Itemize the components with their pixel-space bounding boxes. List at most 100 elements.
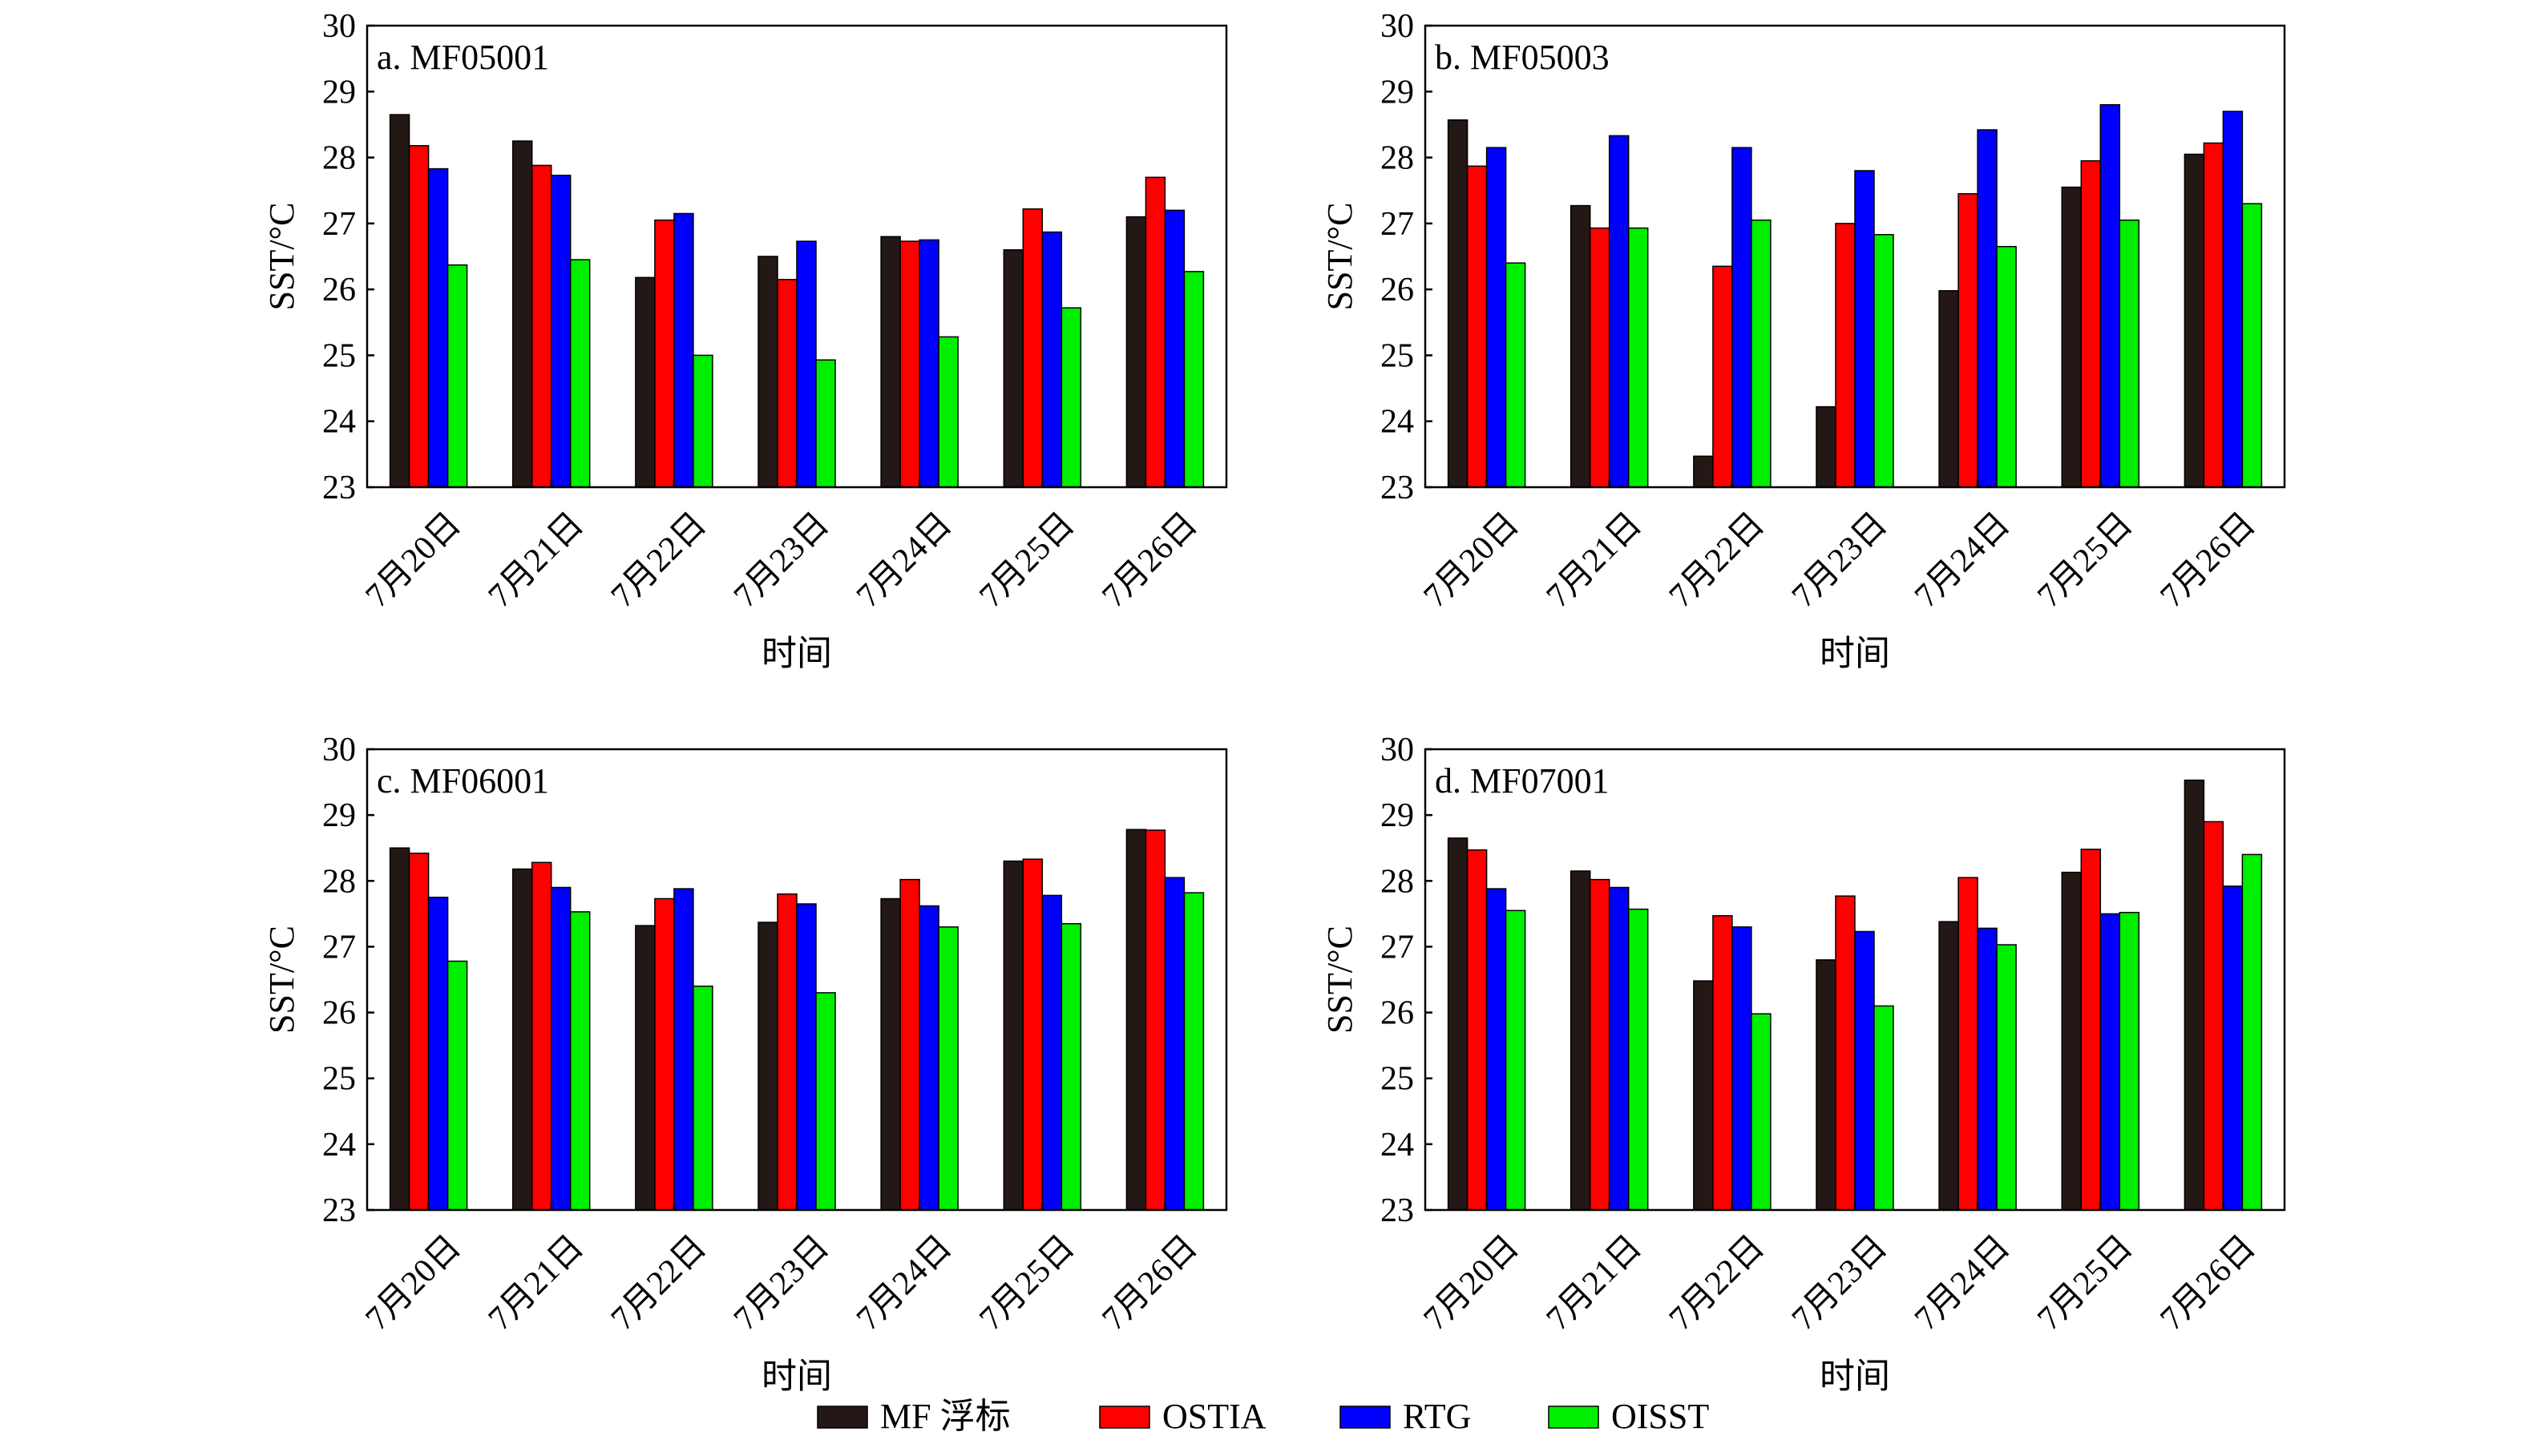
x-tick-label: 7月26日: [2153, 1228, 2262, 1337]
bar-1-5-1: [880, 236, 901, 488]
y-tick-label: 29: [1380, 797, 1414, 834]
bar-4-2-2: [1589, 878, 1610, 1211]
y-tick-label: 23: [1380, 1192, 1414, 1229]
bar-1-5-4: [938, 336, 959, 488]
y-tick-label: 26: [322, 272, 356, 309]
bar-1-2-3: [550, 175, 572, 488]
x-tick-label: 7月20日: [1417, 506, 1526, 615]
bar-2-1-2: [1466, 165, 1488, 488]
y-tick-label: 25: [1380, 1061, 1414, 1098]
bar-2-5-4: [1996, 245, 2017, 488]
bar-1-2-1: [511, 140, 533, 488]
bar-3-2-1: [511, 868, 533, 1211]
y-tick-label: 25: [1380, 337, 1414, 374]
panel-title: c. MF06001: [377, 761, 549, 801]
x-tick-label: 7月21日: [1540, 506, 1649, 615]
bar-1-7-4: [1183, 271, 1205, 488]
bar-3-3-1: [635, 925, 656, 1211]
x-tick-label: 7月25日: [972, 1228, 1081, 1337]
bar-4-3-1: [1693, 980, 1714, 1211]
y-tick-label: 30: [1380, 732, 1414, 768]
panel-title: d. MF07001: [1435, 761, 1610, 801]
bar-1-6-1: [1003, 249, 1024, 488]
y-tick-label: 30: [1380, 8, 1414, 45]
y-tick-label: 28: [322, 863, 356, 900]
bar-1-4-2: [777, 279, 798, 488]
bar-1-6-2: [1022, 208, 1044, 488]
bar-3-7-4: [1183, 892, 1205, 1211]
x-tick-label: 7月20日: [359, 506, 468, 615]
bar-2-2-4: [1627, 227, 1649, 488]
panel-title: b. MF05003: [1435, 38, 1610, 77]
x-tick-label: 7月26日: [2153, 506, 2262, 615]
bar-4-7-2: [2203, 821, 2224, 1211]
x-tick-label: 7月23日: [727, 506, 836, 615]
bar-2-2-3: [1608, 135, 1630, 488]
y-tick-label: 23: [322, 1192, 356, 1229]
bar-4-3-3: [1731, 926, 1752, 1211]
y-tick-label: 27: [322, 929, 356, 966]
y-tick-label: 28: [1380, 863, 1414, 900]
bar-1-4-4: [815, 359, 836, 488]
bar-2-4-3: [1854, 170, 1875, 488]
bar-4-6-2: [2080, 849, 2102, 1211]
y-tick-label: 30: [322, 8, 356, 45]
bar-1-3-1: [635, 276, 656, 488]
bar-2-3-4: [1751, 219, 1772, 488]
y-tick-label: 23: [322, 470, 356, 506]
legend-swatch: [817, 1406, 868, 1429]
bar-4-2-1: [1570, 870, 1591, 1211]
bar-3-3-3: [673, 888, 694, 1211]
x-tick-label: 7月21日: [482, 1228, 591, 1337]
chart-panel-4: 23 24 25 26 27 28 29 30 7月20日 7月21日 7月22日 7月23日 7月24…: [1320, 732, 2286, 1396]
y-axis-title: SST/°C: [1320, 203, 1359, 311]
bar-1-6-4: [1060, 307, 1082, 488]
x-tick-label: 7月23日: [1785, 506, 1894, 615]
bar-1-4-1: [758, 256, 778, 488]
y-tick-label: 28: [1380, 140, 1414, 177]
bar-3-1-4: [446, 960, 468, 1211]
bar-2-7-4: [2241, 203, 2263, 488]
bar-2-1-4: [1505, 262, 1526, 488]
legend-swatch: [1548, 1406, 1599, 1429]
bar-4-5-1: [1938, 921, 1959, 1211]
bar-2-2-2: [1589, 227, 1610, 488]
bar-2-5-1: [1938, 290, 1959, 488]
bar-3-6-3: [1041, 894, 1063, 1211]
bar-4-4-2: [1835, 895, 1856, 1211]
bar-2-6-2: [2080, 159, 2102, 488]
bar-3-5-3: [919, 905, 939, 1211]
bar-4-3-4: [1751, 1013, 1772, 1211]
bar-3-4-1: [758, 922, 778, 1211]
y-tick-label: 27: [1380, 929, 1414, 966]
bar-3-2-2: [531, 861, 552, 1211]
bar-3-7-2: [1145, 829, 1166, 1211]
legend-swatch: [1339, 1406, 1391, 1429]
x-tick-label: 7月24日: [850, 506, 959, 615]
bar-3-4-2: [777, 893, 798, 1211]
bar-2-7-2: [2203, 142, 2224, 488]
bar-2-5-3: [1977, 129, 1998, 488]
legend-label: OSTIA: [1162, 1397, 1267, 1436]
bar-1-7-1: [1125, 216, 1147, 488]
x-tick-label: 7月24日: [1908, 506, 2017, 615]
x-tick-label: 7月25日: [972, 506, 1081, 615]
x-tick-label: 7月22日: [1662, 506, 1772, 615]
bar-3-2-4: [569, 911, 591, 1211]
bar-4-3-2: [1712, 915, 1733, 1211]
bar-3-6-4: [1060, 922, 1082, 1211]
bar-2-6-3: [2099, 103, 2121, 488]
x-tick-label: 7月23日: [727, 1228, 836, 1337]
y-tick-label: 24: [1380, 404, 1414, 441]
bar-4-1-2: [1466, 849, 1488, 1211]
x-tick-label: 7月22日: [1662, 1228, 1772, 1337]
legend-label: RTG: [1403, 1397, 1471, 1436]
y-tick-label: 26: [1380, 995, 1414, 1032]
y-tick-label: 23: [1380, 470, 1414, 506]
bar-2-4-2: [1835, 223, 1856, 488]
x-tick-label: 7月22日: [604, 1228, 713, 1337]
chart-panel-2: 23 24 25 26 27 28 29 30 7月20日 7月21日 7月22日 7月23日 7月24…: [1320, 8, 2286, 673]
y-tick-label: 26: [1380, 272, 1414, 309]
legend-item: OSTIA: [1099, 1397, 1267, 1436]
x-tick-label: 7月26日: [1095, 506, 1204, 615]
